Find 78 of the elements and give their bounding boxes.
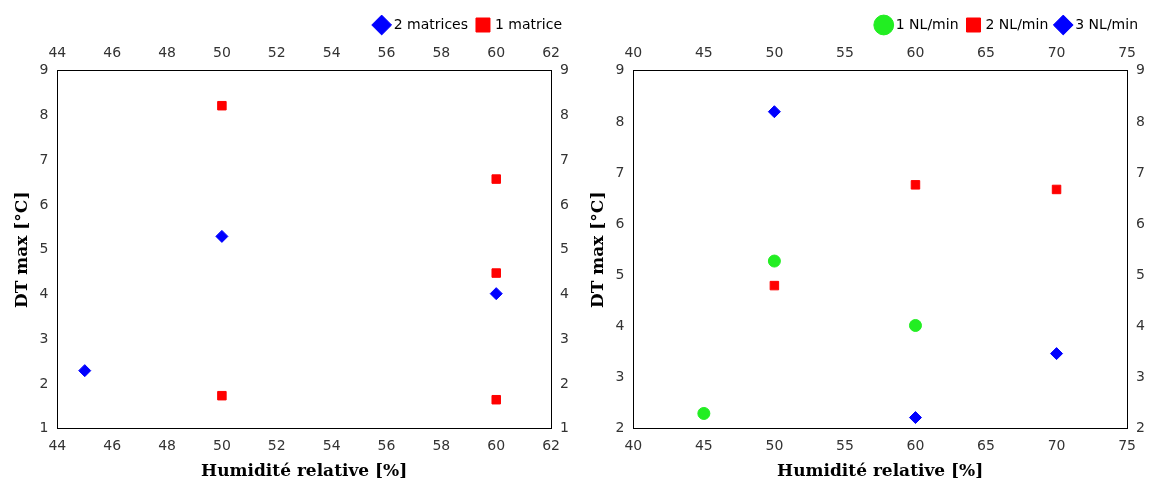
point	[78, 364, 92, 378]
y2-tick-label: 5	[1136, 266, 1146, 283]
y2-tick-label: 5	[560, 240, 570, 257]
legend-label: 3 NL/min	[1075, 15, 1138, 32]
y-axis-title: DT max [°C]	[10, 191, 31, 309]
point	[910, 180, 921, 190]
point	[491, 268, 501, 278]
y2-tick-label: 7	[1136, 163, 1146, 180]
point	[215, 229, 229, 243]
point	[217, 390, 227, 401]
y-tick-label: 6	[615, 214, 625, 231]
point	[908, 318, 922, 332]
x-tick-label: 54	[322, 436, 341, 453]
y-tick-label: 8	[615, 112, 625, 129]
x-axis-title: Humidité relative [%]	[201, 460, 408, 481]
y2-tick-label: 6	[1136, 214, 1146, 231]
x-axis-title: Humidité relative [%]	[777, 460, 984, 481]
x-tick-label: 50	[765, 44, 784, 61]
legend-label: 1 NL/min	[895, 15, 959, 32]
y-axis-title: DT max [°C]	[586, 191, 607, 309]
y-tick-label: 5	[39, 240, 49, 257]
y2-tick-label: 8	[560, 106, 570, 123]
x-tick-label: 48	[158, 436, 176, 453]
y-tick-label: 4	[615, 317, 625, 334]
y-tick-label: 4	[39, 285, 49, 302]
x-tick-label: 56	[377, 436, 396, 453]
y-tick-label: 6	[39, 195, 49, 212]
point	[767, 105, 781, 119]
y-tick-label: 3	[39, 329, 49, 346]
point	[217, 100, 227, 111]
point	[697, 406, 711, 420]
x-tick-label: 60	[906, 44, 925, 61]
point	[491, 174, 501, 184]
x-tick-label: 70	[1047, 44, 1066, 61]
y-tick-label: 2	[615, 419, 625, 436]
y2-tick-label: 7	[560, 150, 570, 167]
legend-label: 1 matrice	[494, 15, 563, 32]
point	[1051, 184, 1062, 195]
y2-tick-label: 3	[560, 329, 570, 346]
legend-label: 2 NL/min	[985, 15, 1049, 32]
point	[908, 411, 922, 425]
y2-tick-label: 2	[560, 374, 570, 391]
point	[767, 254, 781, 268]
y2-tick-label: 6	[560, 195, 570, 212]
x-tick-label: 46	[103, 436, 122, 453]
y-tick-label: 9	[615, 61, 625, 78]
point	[1050, 347, 1064, 361]
x-tick-label: 60	[487, 436, 506, 453]
y2-tick-label: 2	[1136, 419, 1146, 436]
y-tick-label: 8	[39, 106, 49, 123]
y2-tick-label: 8	[1136, 112, 1146, 129]
y-tick-label: 7	[615, 163, 625, 180]
y2-tick-label: 1	[560, 419, 570, 436]
x-tick-label: 65	[977, 44, 995, 61]
x-tick-label: 40	[624, 44, 643, 61]
x-tick-label: 52	[267, 436, 286, 453]
y2-tick-label: 9	[1136, 61, 1146, 78]
y2-tick-label: 4	[560, 285, 570, 302]
y2-tick-label: 3	[1136, 368, 1146, 385]
point	[769, 280, 780, 291]
x-tick-label: 75	[1118, 44, 1137, 61]
y-tick-label: 5	[615, 266, 625, 283]
y-tick-label: 7	[39, 150, 49, 167]
point	[489, 287, 503, 301]
x-tick-label: 50	[212, 436, 231, 453]
x-tick-label: 58	[432, 436, 451, 453]
y-tick-label: 2	[39, 374, 49, 391]
y-tick-label: 9	[39, 61, 49, 78]
y2-tick-label: 9	[560, 61, 570, 78]
x-tick-label: 44	[48, 436, 67, 453]
x-tick-label: 62	[542, 436, 561, 453]
legend-label: 2 matrices	[393, 15, 468, 32]
y-tick-label: 1	[39, 419, 49, 436]
point	[491, 394, 501, 405]
y-tick-label: 3	[615, 368, 625, 385]
y2-tick-label: 4	[1136, 317, 1146, 334]
x-tick-label: 45	[694, 44, 713, 61]
x-tick-label: 55	[836, 44, 854, 61]
